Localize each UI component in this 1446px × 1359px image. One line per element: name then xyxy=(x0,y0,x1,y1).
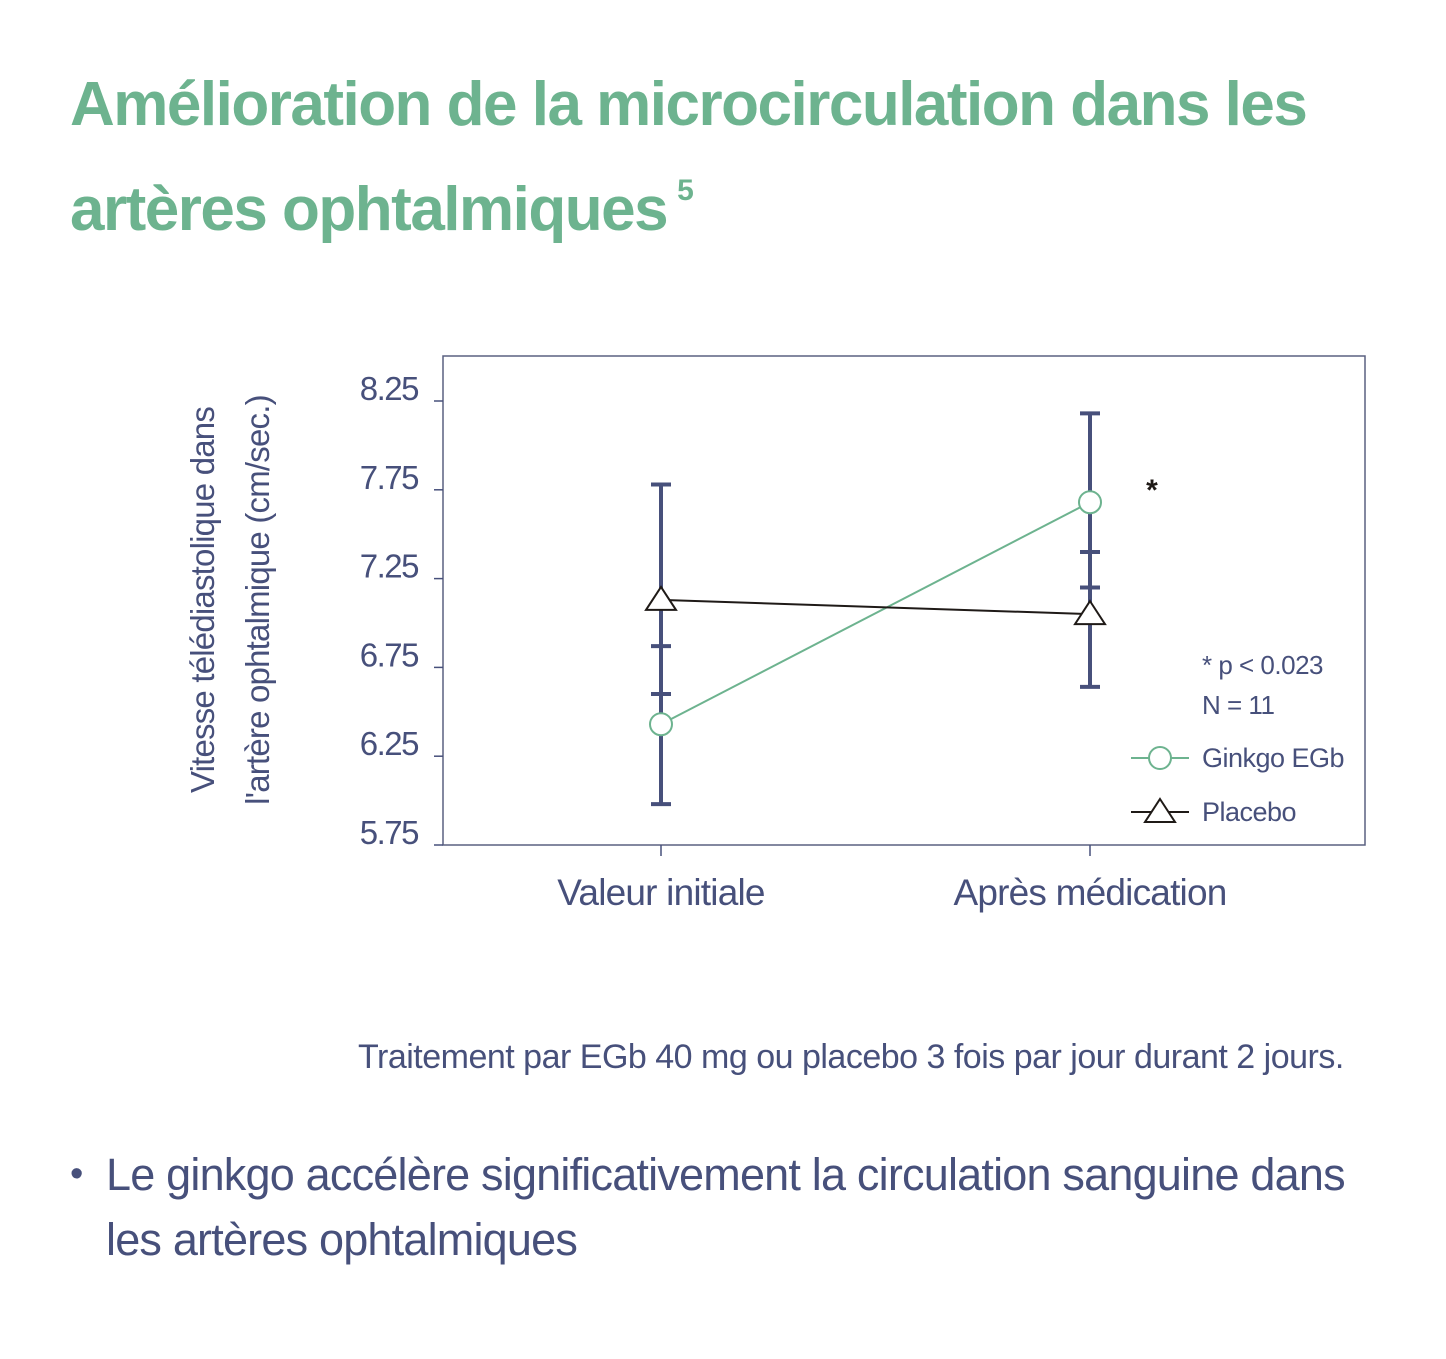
page-title: Amélioration de la microcirculation dans… xyxy=(70,62,1390,253)
legend-label-placebo: Placebo xyxy=(1202,797,1296,827)
series-line-circle xyxy=(660,501,1091,726)
y-tick-label: 8.25 xyxy=(360,370,418,407)
legend-item-placebo: Placebo xyxy=(1131,797,1297,827)
legend: Ginkgo EGb Placebo xyxy=(1131,743,1345,827)
legend-circle-icon xyxy=(1148,746,1172,770)
page-title-text: Amélioration de la microcirculation dans… xyxy=(70,70,1308,244)
y-tick-label: 6.75 xyxy=(360,636,418,673)
x-tick-label: Valeur initiale xyxy=(557,872,764,913)
bullet-symbol: • xyxy=(70,1153,83,1195)
y-axis-label-line-2: l'artère ophtalmique (cm/sec.) xyxy=(239,395,276,805)
note-n: N = 11 xyxy=(1202,690,1274,720)
legend-item-ginkgo: Ginkgo EGb xyxy=(1131,743,1345,773)
chart-caption: Traitement par EGb 40 mg ou placebo 3 fo… xyxy=(358,1038,1344,1076)
bullet-text: Le ginkgo accélère significativement la … xyxy=(106,1149,1346,1265)
legend-label-ginkgo: Ginkgo EGb xyxy=(1202,743,1344,773)
data-point-circle xyxy=(1078,490,1102,515)
y-tick-label: 6.25 xyxy=(360,725,418,762)
bullet-item: • Le ginkgo accélère significativement l… xyxy=(70,1142,1400,1272)
error-bars xyxy=(651,411,1100,807)
y-tick-label: 7.25 xyxy=(360,548,418,585)
note-p-value: * p < 0.023 xyxy=(1202,650,1323,680)
data-point-circle xyxy=(649,712,673,737)
series-markers xyxy=(644,490,1107,737)
y-axis-label-line-1: Vitesse télédiastolique dans xyxy=(184,407,221,793)
significance-marker: * xyxy=(1146,474,1158,507)
plot-frame xyxy=(442,355,1366,846)
x-axis-ticks: Valeur initiale Après médication xyxy=(557,845,1227,913)
data-point-triangle xyxy=(644,585,678,611)
series-line-triangle xyxy=(660,598,1091,616)
data-point-triangle xyxy=(1073,599,1107,626)
y-tick-label: 7.75 xyxy=(360,459,418,496)
series-lines xyxy=(660,501,1091,726)
legend-triangle-icon xyxy=(1143,797,1177,823)
footnote-ref: 5 xyxy=(677,174,694,207)
x-tick-label: Après médication xyxy=(953,872,1226,913)
y-tick-label: 5.75 xyxy=(360,814,418,851)
y-axis-ticks: 8.25 7.75 7.25 6.75 6.25 5.75 xyxy=(360,370,443,851)
